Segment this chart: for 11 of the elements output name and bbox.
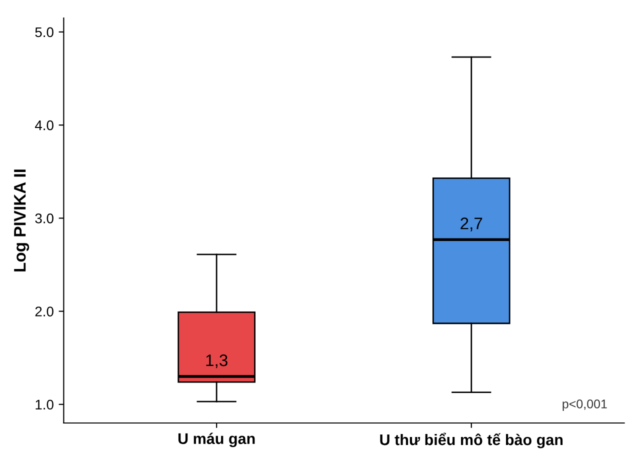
y-tick-label: 2.0 bbox=[35, 306, 54, 316]
y-tick-label: 3.0 bbox=[35, 214, 54, 224]
y-tick-label: 4.0 bbox=[34, 120, 54, 130]
annotation: p<0,001 bbox=[562, 400, 607, 411]
annotation: 1,3 bbox=[206, 354, 228, 368]
y-axis-title: Log PIVIKA II bbox=[14, 170, 30, 272]
x-tick-label: U máu gan bbox=[178, 432, 255, 448]
x-tick-label: U thư biểu mô tế bào gan bbox=[380, 432, 563, 448]
y-tick-label: 1.0 bbox=[36, 400, 54, 410]
annotation: 2,7 bbox=[460, 218, 482, 232]
y-tick-label: 5.0 bbox=[35, 27, 54, 38]
